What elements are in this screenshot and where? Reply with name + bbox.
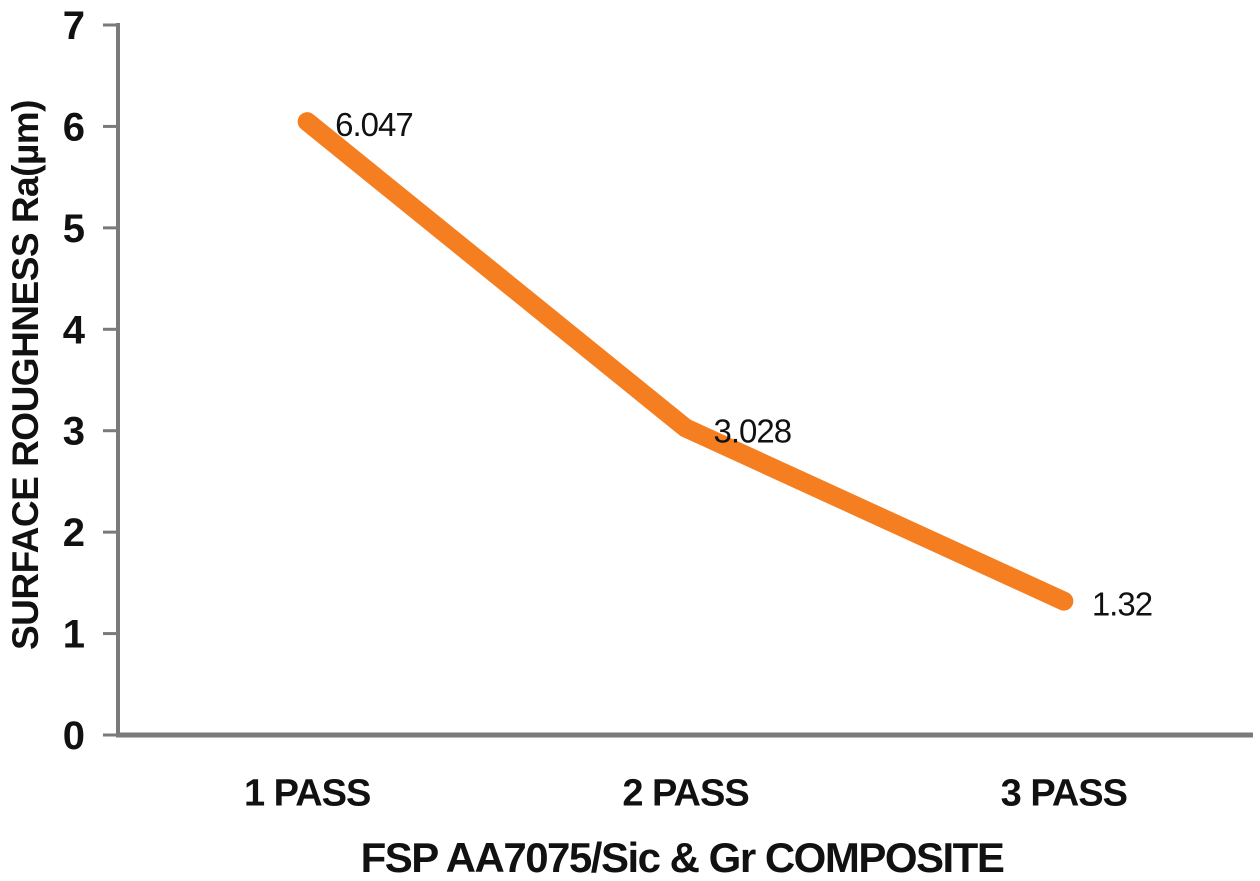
data-label: 6.047 [335, 106, 413, 143]
series-line [297, 112, 1074, 611]
y-tick-label: 6 [63, 105, 84, 149]
y-tick-label: 3 [63, 410, 84, 454]
series-group [297, 112, 1074, 611]
data-label: 1.32 [1092, 586, 1152, 623]
x-category-label: 2 PASS [622, 772, 748, 814]
y-axis-title: SURFACE ROUGHNESS Ra(µm) [5, 100, 46, 650]
data-labels-group: 6.047 3.028 1.32 [335, 106, 1153, 623]
x-category-label: 3 PASS [1001, 772, 1127, 814]
y-tick-label: 5 [63, 207, 85, 251]
y-tick-label: 7 [63, 4, 84, 48]
y-tick-label: 4 [63, 308, 86, 352]
x-axis-title: FSP AA7075/Sic & Gr COMPOSITE [361, 834, 1004, 881]
data-label: 3.028 [714, 412, 792, 449]
y-axis-ticks: 0 1 2 3 4 5 6 7 [63, 4, 118, 758]
x-category-label: 1 PASS [244, 772, 370, 814]
x-category-labels: 1 PASS 2 PASS 3 PASS [244, 772, 1128, 814]
axes [116, 23, 1253, 738]
y-tick-label: 0 [63, 714, 84, 758]
y-tick-label: 1 [63, 613, 85, 657]
y-tick-label: 2 [63, 511, 84, 555]
